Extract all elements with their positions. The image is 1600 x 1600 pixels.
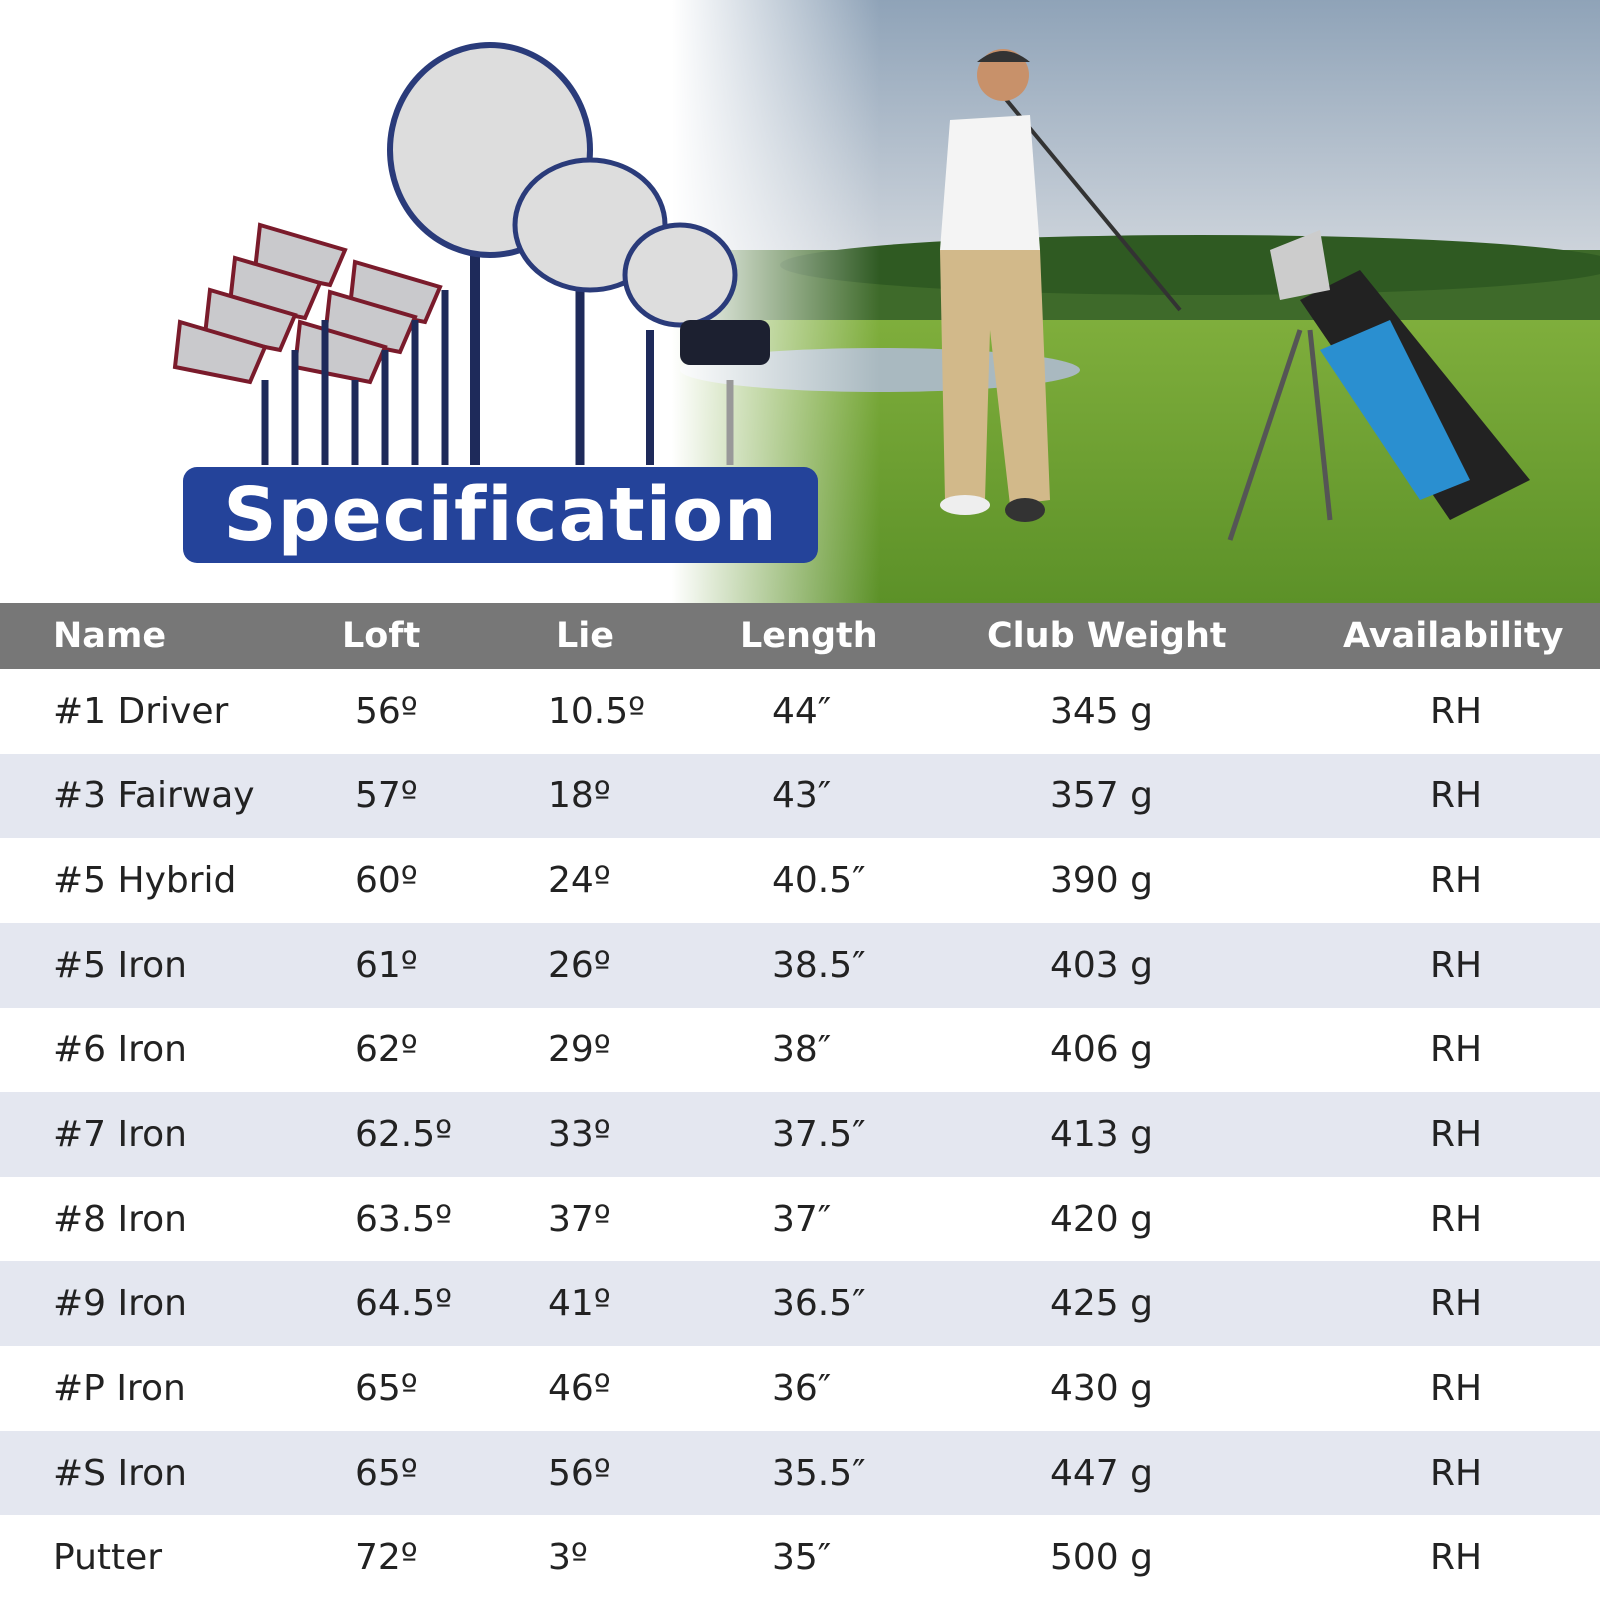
table-cell: 430 g bbox=[1050, 1367, 1154, 1409]
table-cell: 390 g bbox=[1050, 860, 1154, 902]
table-cell: 63.5º bbox=[355, 1198, 453, 1240]
column-header: Name bbox=[53, 616, 167, 656]
table-cell: 357 g bbox=[1050, 775, 1154, 817]
table-cell: 413 g bbox=[1050, 1113, 1154, 1155]
column-header: Loft bbox=[342, 616, 421, 656]
table-cell: #9 Iron bbox=[53, 1283, 187, 1325]
table-cell: 37.5″ bbox=[772, 1113, 866, 1155]
table-cell: RH bbox=[1430, 944, 1483, 986]
table-cell: 18º bbox=[548, 775, 611, 817]
table-cell: #S Iron bbox=[53, 1452, 187, 1494]
table-cell: #6 Iron bbox=[53, 1029, 187, 1071]
table-row: #P Iron 65º 46º 36″ 430 g RH bbox=[0, 1346, 1600, 1431]
table-cell: 64.5º bbox=[355, 1283, 453, 1325]
table-cell: RH bbox=[1430, 1113, 1483, 1155]
golf-bag bbox=[1227, 230, 1530, 541]
table-cell: 41º bbox=[548, 1283, 611, 1325]
table-cell: #1 Driver bbox=[53, 690, 229, 732]
table-cell: #5 Iron bbox=[53, 944, 187, 986]
table-cell: 35.5″ bbox=[772, 1452, 866, 1494]
table-cell: 26º bbox=[548, 944, 611, 986]
table-cell: 61º bbox=[355, 944, 418, 986]
table-cell: 403 g bbox=[1050, 944, 1154, 986]
table-cell: 36.5″ bbox=[772, 1283, 866, 1325]
table-cell: 38″ bbox=[772, 1029, 832, 1071]
table-cell: 33º bbox=[548, 1113, 611, 1155]
table-row: #9 Iron 64.5º 41º 36.5″ 425 g RH bbox=[0, 1261, 1600, 1347]
table-cell: RH bbox=[1430, 775, 1483, 817]
table-cell: 65º bbox=[355, 1367, 418, 1409]
table-header: Name Loft Lie Length Club Weight Availability bbox=[0, 603, 1600, 669]
table-cell: 57º bbox=[355, 775, 418, 817]
table-cell: RH bbox=[1430, 1537, 1483, 1579]
table-cell: #3 Fairway bbox=[53, 775, 255, 817]
table-cell: RH bbox=[1430, 1452, 1483, 1494]
table-cell: 35″ bbox=[772, 1537, 832, 1579]
table-cell: 29º bbox=[548, 1029, 611, 1071]
table-cell: 500 g bbox=[1050, 1537, 1154, 1579]
table-cell: RH bbox=[1430, 860, 1483, 902]
table-row: #7 Iron 62.5º 33º 37.5″ 413 g RH bbox=[0, 1092, 1600, 1177]
table-cell: 447 g bbox=[1050, 1452, 1154, 1494]
table-cell: 3º bbox=[548, 1537, 588, 1579]
table-cell: 10.5º bbox=[548, 690, 646, 732]
table-cell: RH bbox=[1430, 1283, 1483, 1325]
table-cell: 36″ bbox=[772, 1367, 832, 1409]
table-row: Putter 72º 3º 35″ 500 g RH bbox=[0, 1515, 1600, 1600]
table-cell: RH bbox=[1430, 1029, 1483, 1071]
table-cell: #8 Iron bbox=[53, 1198, 187, 1240]
table-row: #5 Iron 61º 26º 38.5″ 403 g RH bbox=[0, 922, 1600, 1008]
column-header: Availability bbox=[1343, 616, 1564, 656]
table-cell: 44″ bbox=[772, 690, 832, 732]
table-cell: 345 g bbox=[1050, 690, 1154, 732]
golfer bbox=[940, 49, 1182, 522]
section-title: Specification bbox=[183, 467, 818, 563]
table-cell: 62º bbox=[355, 1029, 418, 1071]
table-cell: 62.5º bbox=[355, 1113, 453, 1155]
table-cell: 56º bbox=[548, 1452, 611, 1494]
table-row: #3 Fairway 57º 18º 43″ 357 g RH bbox=[0, 753, 1600, 839]
table-cell: 46º bbox=[548, 1367, 611, 1409]
table-row: #S Iron 65º 56º 35.5″ 447 g RH bbox=[0, 1430, 1600, 1516]
table-cell: 60º bbox=[355, 860, 418, 902]
table-cell: 72º bbox=[355, 1537, 418, 1579]
table-cell: 406 g bbox=[1050, 1029, 1154, 1071]
table-row: #5 Hybrid 60º 24º 40.5″ 390 g RH bbox=[0, 838, 1600, 923]
table-cell: 420 g bbox=[1050, 1198, 1154, 1240]
table-cell: RH bbox=[1430, 690, 1483, 732]
table-cell: #5 Hybrid bbox=[53, 860, 237, 902]
table-cell: 37º bbox=[548, 1198, 611, 1240]
table-cell: 65º bbox=[355, 1452, 418, 1494]
table-cell: 24º bbox=[548, 860, 611, 902]
table-cell: 37″ bbox=[772, 1198, 832, 1240]
column-header: Club Weight bbox=[987, 616, 1227, 656]
table-row: #8 Iron 63.5º 37º 37″ 420 g RH bbox=[0, 1177, 1600, 1262]
table-cell: RH bbox=[1430, 1198, 1483, 1240]
table-cell: 425 g bbox=[1050, 1283, 1154, 1325]
table-cell: 56º bbox=[355, 690, 418, 732]
table-cell: #7 Iron bbox=[53, 1113, 187, 1155]
column-header: Length bbox=[740, 616, 878, 656]
table-cell: 38.5″ bbox=[772, 944, 866, 986]
golf-clubs bbox=[172, 42, 770, 465]
table-cell: RH bbox=[1430, 1367, 1483, 1409]
table-cell: 40.5″ bbox=[772, 860, 866, 902]
table-row: #6 Iron 62º 29º 38″ 406 g RH bbox=[0, 1008, 1600, 1093]
table-row: #1 Driver 56º 10.5º 44″ 345 g RH bbox=[0, 669, 1600, 754]
column-header: Lie bbox=[556, 616, 615, 656]
table-cell: Putter bbox=[53, 1537, 163, 1579]
spec-table: Name Loft Lie Length Club Weight Availability… bbox=[0, 603, 1600, 1600]
table-cell: #P Iron bbox=[53, 1367, 186, 1409]
table-cell: 43″ bbox=[772, 775, 832, 817]
